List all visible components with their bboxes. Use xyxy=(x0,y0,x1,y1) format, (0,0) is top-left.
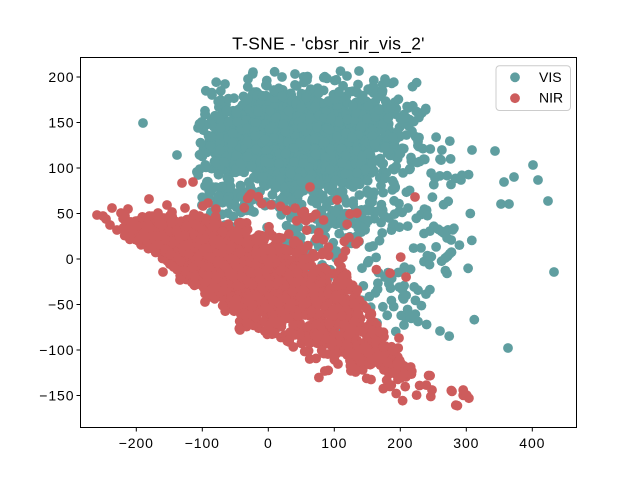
svg-text:−100: −100 xyxy=(39,342,74,358)
svg-text:50: 50 xyxy=(57,205,74,221)
svg-text:T-SNE - 'cbsr_nir_vis_2': T-SNE - 'cbsr_nir_vis_2' xyxy=(232,34,425,54)
svg-text:300: 300 xyxy=(453,435,479,451)
svg-text:200: 200 xyxy=(387,435,413,451)
svg-text:VIS: VIS xyxy=(539,69,562,85)
svg-text:400: 400 xyxy=(519,435,545,451)
svg-text:100: 100 xyxy=(321,435,347,451)
svg-text:−50: −50 xyxy=(48,296,74,312)
svg-text:−100: −100 xyxy=(185,435,220,451)
svg-text:−150: −150 xyxy=(39,387,74,403)
svg-text:150: 150 xyxy=(48,114,74,130)
svg-text:NIR: NIR xyxy=(539,90,563,106)
svg-text:100: 100 xyxy=(48,160,74,176)
svg-text:0: 0 xyxy=(66,251,75,267)
svg-text:0: 0 xyxy=(264,435,273,451)
svg-text:−200: −200 xyxy=(119,435,154,451)
svg-text:200: 200 xyxy=(48,69,74,85)
